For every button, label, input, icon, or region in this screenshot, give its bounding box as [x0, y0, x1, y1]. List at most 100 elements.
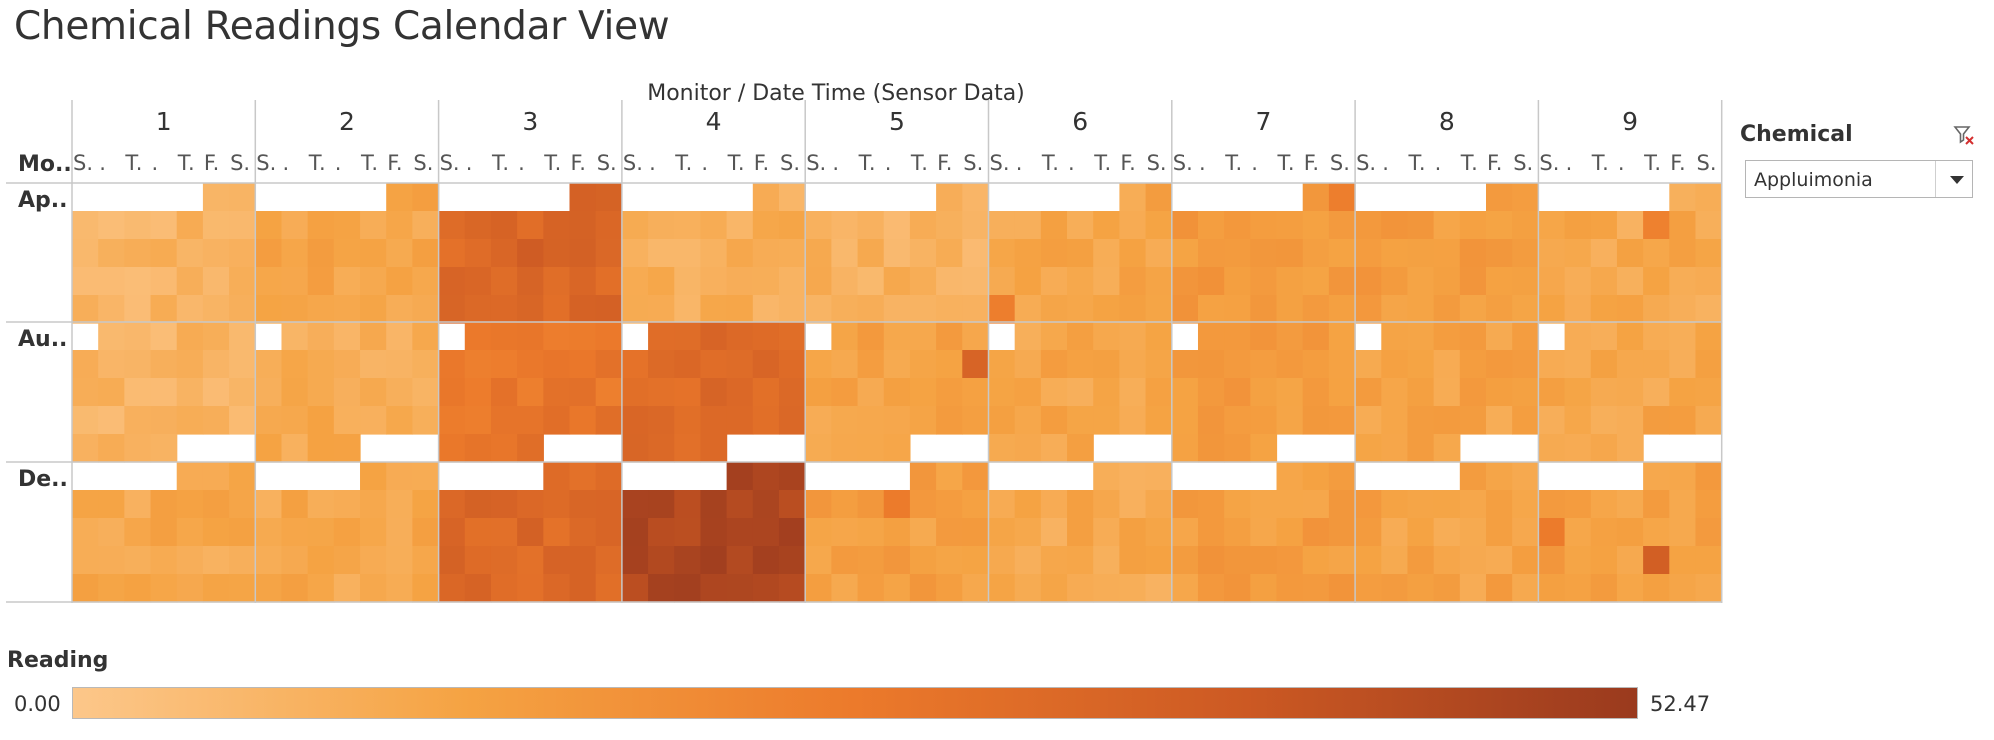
heatmap-cell: [674, 490, 702, 519]
heatmap-cell: [1328, 183, 1356, 212]
heatmap-cell: [176, 211, 204, 240]
heatmap-cell: [1695, 546, 1723, 575]
caret-down-icon[interactable]: [1945, 168, 1969, 190]
heatmap-cell: [1145, 211, 1173, 240]
heatmap-cell: [752, 406, 780, 435]
heatmap-cell: [360, 406, 387, 435]
heatmap-cell: [752, 546, 780, 575]
heatmap-cell: [1564, 518, 1592, 547]
heatmap-cell: [543, 211, 571, 240]
heatmap-cell: [1643, 462, 1670, 491]
heatmap-cell: [936, 239, 963, 268]
heatmap-cell: [1145, 295, 1173, 324]
weekday-label: F.: [387, 151, 402, 175]
heatmap-cell: [648, 378, 675, 407]
heatmap-cell: [1669, 295, 1697, 324]
heatmap-cell: [124, 434, 152, 463]
heatmap-cell: [831, 267, 859, 296]
heatmap-cell: [1145, 378, 1173, 407]
weekday-label: T.: [360, 151, 378, 175]
heatmap-cell: [281, 518, 309, 547]
heatmap-cell: [412, 406, 440, 435]
heatmap-cell: [360, 378, 387, 407]
heatmap-cell: [1250, 518, 1278, 547]
heatmap-cell: [700, 322, 728, 351]
heatmap-cell: [1302, 574, 1330, 603]
monitor-label: 8: [1439, 107, 1455, 136]
heatmap-cell: [1616, 211, 1644, 240]
weekday-label: .: [1068, 151, 1075, 175]
heatmap-cell: [1616, 322, 1644, 351]
heatmap-cell: [1486, 518, 1513, 547]
heatmap-cell: [1224, 546, 1251, 575]
heatmap-cell: [1171, 239, 1199, 268]
weekday-label: S.: [256, 151, 276, 175]
heatmap-cell: [909, 295, 937, 324]
heatmap-cell: [229, 322, 256, 351]
heatmap-cell: [1328, 267, 1356, 296]
heatmap-cell: [1407, 490, 1435, 519]
heatmap-cell: [595, 295, 623, 324]
heatmap-cell: [1197, 434, 1225, 463]
heatmap-cell: [543, 490, 571, 519]
heatmap-cell: [1564, 322, 1592, 351]
heatmap-cell: [1695, 378, 1723, 407]
heatmap-cell: [1459, 267, 1487, 296]
heatmap-cell: [909, 518, 937, 547]
heatmap-cell: [412, 462, 440, 491]
weekday-label: F.: [1304, 151, 1319, 175]
heatmap-cell: [490, 434, 518, 463]
heatmap-cell: [805, 490, 832, 519]
heatmap-cell: [962, 546, 990, 575]
filter-clear-icon[interactable]: [1953, 124, 1975, 146]
heatmap-cell: [1224, 322, 1251, 351]
heatmap-cell: [176, 267, 204, 296]
weekday-label: T.: [543, 151, 561, 175]
heatmap-cell: [1171, 378, 1199, 407]
heatmap-cell: [1407, 574, 1435, 603]
heatmap-cell: [1014, 211, 1042, 240]
heatmap-cell: [805, 518, 832, 547]
heatmap-cell: [595, 546, 623, 575]
heatmap-cell: [936, 295, 963, 324]
weekday-label: .: [1382, 151, 1389, 175]
heatmap-cell: [1355, 518, 1382, 547]
heatmap-cell: [150, 322, 178, 351]
weekday-label: .: [518, 151, 525, 175]
heatmap-cell: [1197, 239, 1225, 268]
heatmap-cell: [569, 322, 597, 351]
heatmap-cell: [1145, 490, 1173, 519]
heatmap-cell: [1250, 434, 1278, 463]
heatmap-cell: [464, 239, 492, 268]
heatmap-cell: [1381, 239, 1409, 268]
heatmap-cell: [1459, 239, 1487, 268]
heatmap-cell: [360, 267, 387, 296]
heatmap-cell: [648, 350, 675, 379]
heatmap-cell: [150, 574, 178, 603]
heatmap-cell: [883, 322, 911, 351]
heatmap-cell: [360, 546, 387, 575]
heatmap-cell: [1590, 322, 1618, 351]
heatmap-cell: [1302, 546, 1330, 575]
heatmap-cell: [1459, 322, 1487, 351]
heatmap-cell: [412, 183, 440, 212]
heatmap-cell: [438, 518, 466, 547]
chemical-dropdown[interactable]: Appluimonia: [1745, 160, 1973, 198]
heatmap-cell: [726, 350, 754, 379]
heatmap-cell: [936, 546, 963, 575]
heatmap-cell: [307, 574, 335, 603]
heatmap-cell: [1590, 518, 1618, 547]
heatmap-cell: [1669, 406, 1697, 435]
heatmap-cell: [1486, 406, 1513, 435]
heatmap-cell: [1459, 546, 1487, 575]
weekday-label: S.: [1173, 151, 1193, 175]
heatmap-cell: [1538, 518, 1566, 547]
heatmap-cell: [1145, 183, 1173, 212]
heatmap-cell: [490, 211, 518, 240]
heatmap-cell: [124, 295, 152, 324]
heatmap-cell: [1250, 211, 1278, 240]
heatmap-cell: [255, 434, 283, 463]
heatmap-cell: [1145, 462, 1173, 491]
heatmap-cell: [988, 574, 1016, 603]
heatmap-cell: [490, 574, 518, 603]
